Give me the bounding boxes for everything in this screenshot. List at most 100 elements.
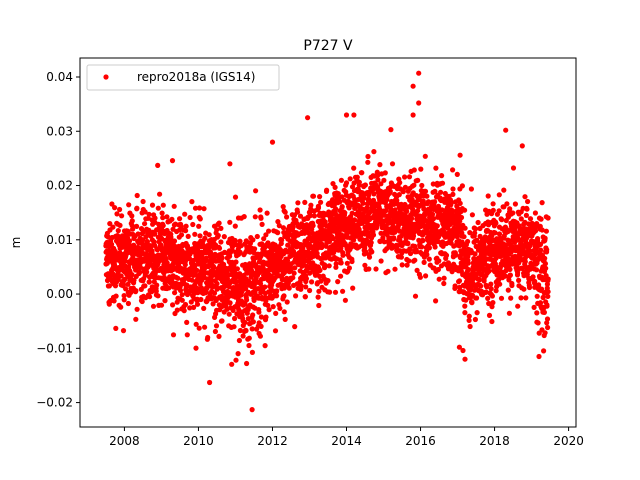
data-point	[537, 241, 544, 247]
data-point	[340, 252, 346, 258]
data-point	[235, 289, 241, 295]
data-point	[377, 238, 383, 245]
data-point	[236, 337, 242, 344]
data-point	[419, 244, 425, 250]
data-point	[129, 218, 135, 224]
data-point	[197, 216, 203, 222]
data-point	[441, 275, 447, 281]
data-point	[361, 195, 367, 201]
data-point	[134, 306, 140, 312]
data-point	[216, 245, 223, 251]
data-point	[280, 225, 286, 231]
data-point	[434, 223, 440, 229]
data-point	[518, 216, 524, 222]
data-point	[342, 297, 348, 303]
data-point	[266, 228, 272, 234]
data-point	[275, 230, 281, 236]
data-point	[486, 300, 492, 307]
data-point	[388, 127, 394, 133]
data-point	[430, 216, 437, 222]
data-point	[534, 293, 540, 299]
data-point	[538, 216, 544, 222]
data-point	[149, 202, 156, 208]
data-point	[112, 283, 119, 289]
data-point	[543, 265, 549, 271]
data-point	[402, 201, 408, 208]
data-point	[292, 265, 298, 271]
data-point	[544, 303, 550, 309]
data-point	[192, 231, 198, 237]
data-point	[370, 232, 377, 238]
data-point	[292, 324, 298, 330]
data-point	[472, 226, 479, 232]
data-point	[484, 284, 490, 290]
data-point	[257, 333, 263, 339]
data-point	[119, 213, 125, 219]
data-points	[103, 70, 551, 413]
data-point	[129, 213, 135, 219]
data-point	[472, 251, 478, 257]
data-point	[190, 221, 196, 228]
data-point	[275, 219, 281, 225]
x-tick-label: 2010	[183, 434, 214, 448]
data-point	[310, 223, 316, 229]
data-point	[489, 293, 495, 299]
data-point	[175, 275, 181, 281]
data-point	[414, 267, 420, 273]
data-point	[120, 282, 126, 288]
data-point	[216, 333, 222, 339]
data-point	[134, 205, 140, 211]
data-point	[107, 221, 113, 227]
data-point	[371, 191, 377, 197]
data-point	[134, 192, 140, 199]
data-point	[297, 213, 304, 219]
data-point	[302, 294, 308, 300]
data-point	[250, 312, 256, 318]
data-point	[343, 180, 350, 186]
data-point	[351, 112, 357, 118]
data-point	[133, 288, 139, 294]
chart-title: P727 V	[303, 38, 353, 54]
data-point	[170, 332, 177, 338]
data-point	[276, 223, 282, 229]
data-point	[462, 207, 468, 213]
data-point	[539, 200, 545, 206]
data-point	[144, 269, 150, 275]
data-point	[249, 349, 255, 355]
x-tick-label: 2016	[405, 434, 436, 448]
data-point	[430, 211, 436, 217]
data-point	[396, 192, 402, 198]
data-point	[244, 297, 250, 303]
data-point	[244, 360, 250, 367]
data-point	[210, 301, 216, 307]
data-point	[522, 194, 528, 200]
data-point	[545, 276, 551, 282]
data-point	[330, 181, 336, 187]
data-point	[426, 256, 432, 262]
data-point	[293, 293, 299, 299]
data-point	[316, 288, 322, 294]
data-point	[544, 247, 550, 253]
data-point	[432, 244, 438, 250]
data-point	[135, 231, 141, 237]
data-point	[211, 290, 218, 296]
data-point	[317, 194, 323, 200]
data-point	[404, 208, 410, 214]
data-point	[397, 180, 403, 186]
data-point	[277, 305, 283, 311]
data-point	[160, 223, 166, 229]
data-point	[332, 184, 338, 190]
data-point	[422, 153, 428, 159]
data-point	[322, 262, 328, 268]
data-point	[333, 206, 339, 212]
data-point	[139, 298, 145, 305]
data-point	[366, 254, 373, 260]
y-axis: −0.02 −0.01 0.00 0.01 0.02 0.03 0.04	[36, 70, 80, 410]
data-point	[540, 294, 546, 301]
data-point	[221, 234, 227, 240]
data-point	[443, 252, 450, 258]
data-point	[282, 209, 288, 215]
data-point	[147, 294, 153, 300]
data-point	[315, 294, 321, 300]
data-point	[326, 263, 332, 269]
